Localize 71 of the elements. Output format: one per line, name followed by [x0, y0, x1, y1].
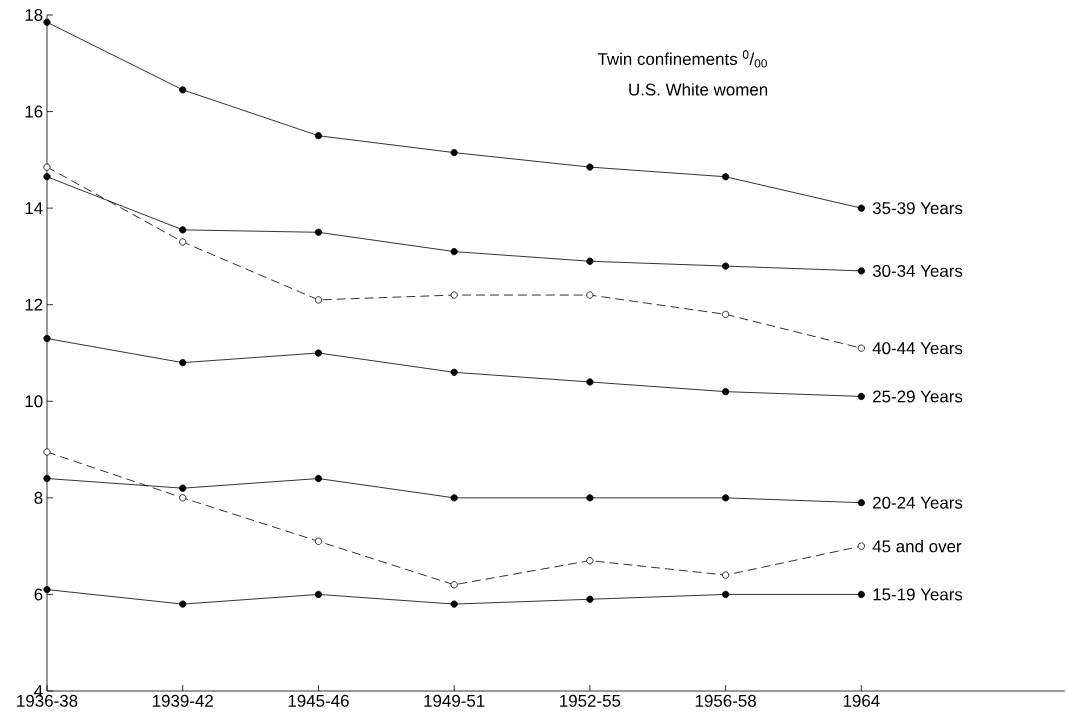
y-tick-label: 16 — [25, 105, 43, 118]
y-tick-label: 12 — [25, 298, 43, 311]
point — [586, 595, 594, 603]
point — [722, 310, 730, 318]
y-tick-label: 8 — [34, 491, 43, 504]
point — [450, 149, 458, 157]
point — [586, 163, 594, 171]
point — [857, 267, 865, 275]
x-tick-label: 1952-55 — [560, 694, 621, 707]
point — [722, 173, 730, 181]
point — [43, 334, 51, 343]
point — [450, 494, 458, 502]
point — [43, 474, 51, 483]
point — [43, 163, 51, 171]
series-label: 45 and over — [872, 539, 962, 553]
point — [450, 600, 458, 608]
x-tick-label: 1964 — [843, 694, 880, 707]
y-tick-label: 18 — [25, 9, 43, 21]
point — [179, 86, 187, 94]
point — [857, 542, 865, 550]
annotation: Twin confinements $^{0}$/$_{00}$ — [597, 50, 767, 68]
point — [857, 392, 865, 401]
point — [314, 474, 323, 483]
x-tick-label: 1956-58 — [695, 694, 756, 707]
point — [722, 571, 730, 579]
point — [179, 226, 187, 234]
point — [43, 173, 51, 181]
point — [586, 257, 594, 265]
point — [314, 228, 323, 236]
point — [857, 344, 865, 352]
y-tick-label: 6 — [34, 588, 43, 601]
point — [179, 484, 187, 492]
series-label: 40-44 Years — [872, 342, 963, 355]
x-tick-label: 1939-42 — [152, 694, 213, 707]
point — [179, 359, 187, 367]
point — [43, 18, 51, 26]
point — [586, 291, 594, 299]
point — [722, 388, 730, 396]
series-label: 25-29 Years — [873, 390, 963, 403]
point — [450, 368, 458, 376]
point — [43, 586, 51, 594]
point — [722, 590, 730, 599]
point — [43, 448, 51, 456]
x-tick-label: 1945-46 — [288, 694, 349, 707]
point — [722, 262, 730, 270]
point — [857, 499, 865, 507]
point — [179, 238, 187, 246]
point — [857, 204, 865, 212]
series-label: 20-24 Years — [873, 496, 963, 509]
y-tick-label: 10 — [25, 395, 43, 408]
series-label: 35-39 Years — [872, 202, 963, 215]
x-tick-label: 1949-51 — [424, 694, 485, 707]
series-label: 15-19 Years — [873, 588, 963, 601]
point — [586, 494, 594, 502]
point — [314, 296, 323, 304]
series-label: 30-34 Years — [872, 264, 963, 277]
y-tick-label: 14 — [25, 202, 43, 214]
point — [722, 494, 730, 502]
point — [179, 494, 187, 502]
point — [314, 132, 323, 140]
point — [586, 378, 594, 386]
point — [314, 590, 323, 599]
point — [450, 291, 458, 299]
point — [586, 557, 594, 565]
point — [179, 600, 187, 608]
point — [857, 590, 865, 599]
point — [450, 581, 458, 589]
point — [450, 247, 458, 256]
point — [314, 537, 323, 545]
point — [314, 349, 323, 357]
annotation: U.S. White women — [629, 83, 768, 96]
